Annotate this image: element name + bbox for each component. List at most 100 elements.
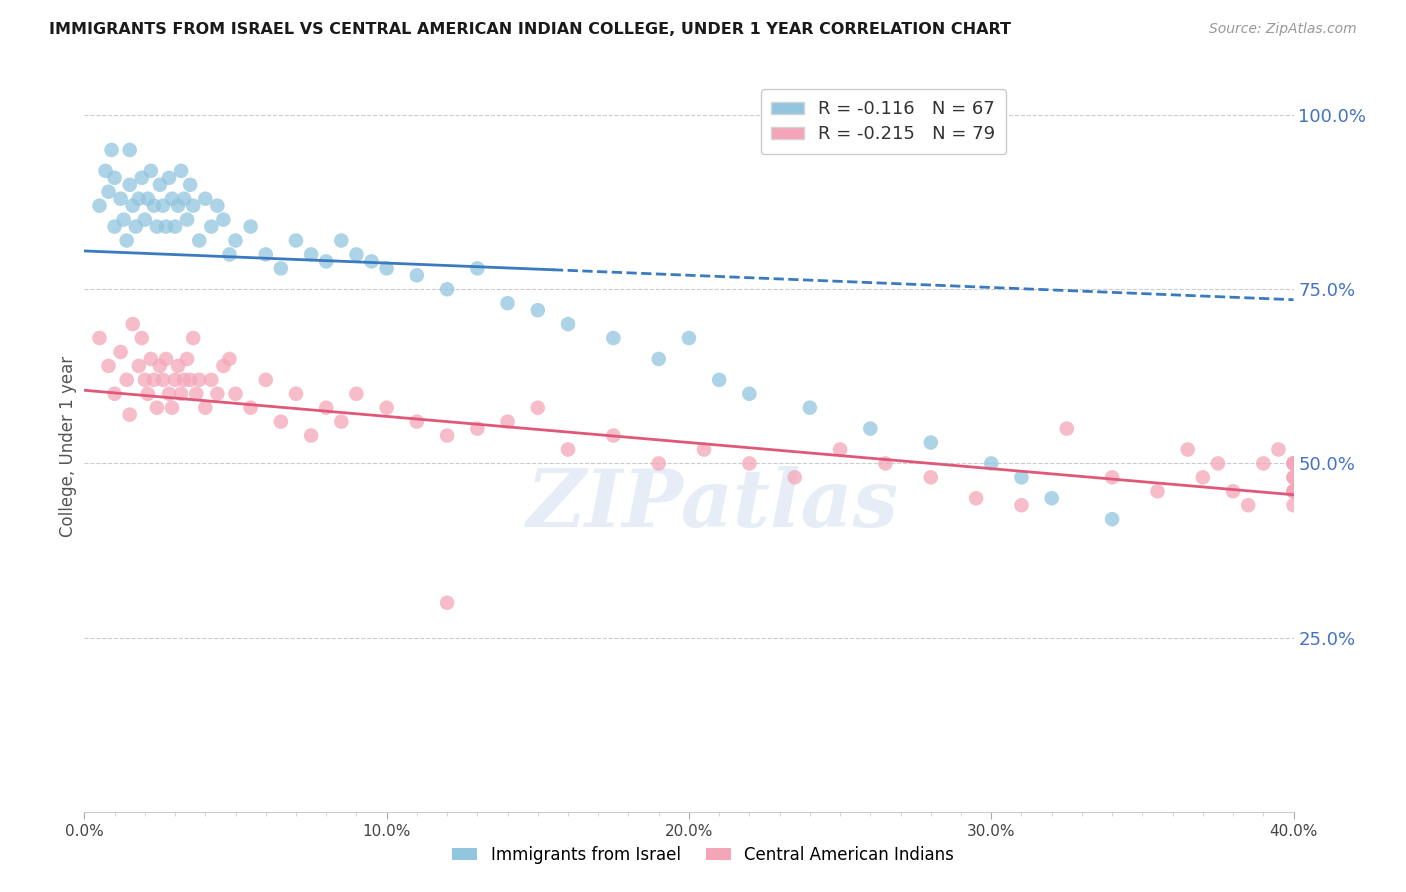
Point [1282,470,1305,484]
Text: Source: ZipAtlas.com: Source: ZipAtlas.com [1209,22,1357,37]
Point [121,317,143,331]
Point [165,219,187,234]
Point [1011,498,1033,512]
Point [139,351,162,366]
Point [131,170,153,185]
Point [496,296,519,310]
Point [467,421,489,435]
Point [104,219,127,234]
Legend: R = -0.116   N = 67, R = -0.215   N = 79: R = -0.116 N = 67, R = -0.215 N = 79 [761,89,1007,154]
Point [1146,484,1168,499]
Point [1056,421,1078,435]
Point [1253,457,1275,471]
Point [170,164,193,178]
Point [830,442,852,457]
Text: IMMIGRANTS FROM ISRAEL VS CENTRAL AMERICAN INDIAN COLLEGE, UNDER 1 YEAR CORRELAT: IMMIGRANTS FROM ISRAEL VS CENTRAL AMERIC… [49,22,1011,37]
Point [1222,484,1244,499]
Point [709,373,731,387]
Point [112,212,135,227]
Point [693,442,716,457]
Point [285,234,308,248]
Point [346,247,368,261]
Point [125,219,148,234]
Point [218,247,240,261]
Point [176,212,198,227]
Point [557,442,579,457]
Point [89,331,111,345]
Point [254,247,277,261]
Point [1237,498,1260,512]
Point [97,185,120,199]
Point [173,373,195,387]
Point [270,415,292,429]
Point [118,178,141,192]
Point [157,386,180,401]
Point [239,219,262,234]
Point [152,373,174,387]
Point [436,596,458,610]
Point [157,170,180,185]
Point [299,428,322,442]
Point [602,428,624,442]
Point [173,192,195,206]
Point [155,219,177,234]
Point [738,457,761,471]
Point [602,331,624,345]
Point [207,199,229,213]
Point [980,457,1002,471]
Point [1282,484,1305,499]
Point [115,373,138,387]
Point [1192,470,1215,484]
Point [212,359,235,373]
Point [165,373,187,387]
Point [330,234,353,248]
Point [155,351,177,366]
Point [121,199,143,213]
Point [181,331,204,345]
Point [131,331,153,345]
Point [678,331,700,345]
Point [142,199,165,213]
Point [1282,484,1305,499]
Point [179,178,201,192]
Point [118,143,141,157]
Point [128,192,150,206]
Point [218,351,240,366]
Point [176,351,198,366]
Point [200,219,222,234]
Point [738,386,761,401]
Point [406,415,429,429]
Point [94,164,117,178]
Point [212,212,235,227]
Point [1282,498,1305,512]
Point [1101,512,1123,526]
Point [496,415,519,429]
Point [330,415,353,429]
Point [783,470,806,484]
Point [1282,457,1305,471]
Point [104,170,127,185]
Point [920,470,942,484]
Point [167,359,190,373]
Point [100,143,122,157]
Point [186,386,208,401]
Point [406,268,429,283]
Point [225,386,247,401]
Point [128,359,150,373]
Point [1040,491,1063,506]
Point [1011,470,1033,484]
Point [1282,457,1305,471]
Point [315,254,337,268]
Point [97,359,120,373]
Point [160,192,183,206]
Point [188,234,211,248]
Point [315,401,337,415]
Point [194,401,217,415]
Point [557,317,579,331]
Point [527,401,550,415]
Point [134,373,156,387]
Point [160,401,183,415]
Point [110,192,132,206]
Y-axis label: College, Under 1 year: College, Under 1 year [59,355,77,537]
Point [170,386,193,401]
